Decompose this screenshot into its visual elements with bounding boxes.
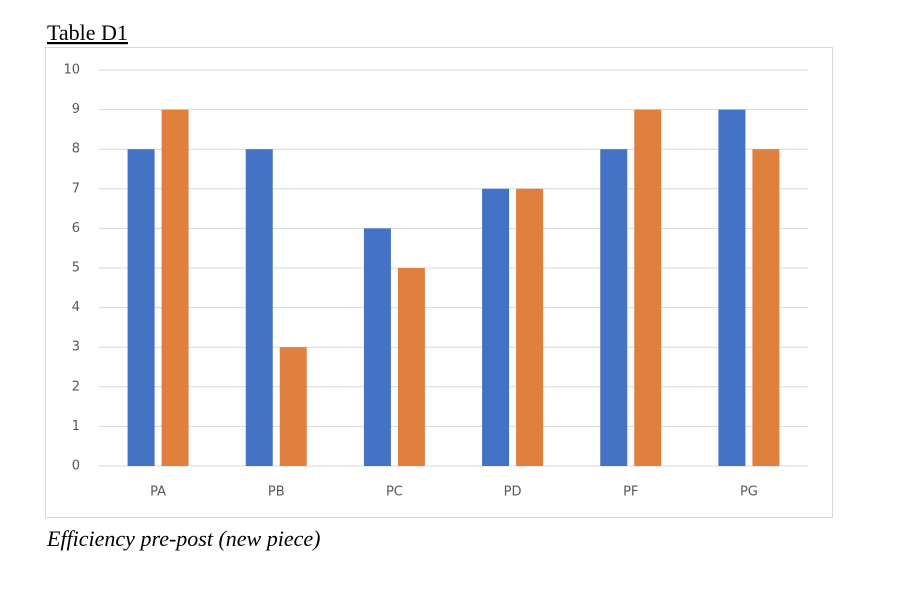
y-tick-label: 7 — [72, 181, 80, 196]
bar — [516, 188, 544, 467]
bar — [161, 109, 189, 466]
bar — [718, 109, 746, 466]
x-tick-label: PC — [386, 485, 403, 500]
bar — [600, 149, 628, 466]
x-tick-label: PD — [504, 485, 522, 500]
y-tick-label: 9 — [72, 102, 80, 117]
x-tick-label: PA — [150, 485, 166, 500]
bar — [482, 188, 510, 467]
bar — [397, 268, 425, 466]
bar — [634, 109, 662, 466]
y-tick-label: 10 — [63, 63, 80, 78]
y-tick-label: 2 — [72, 379, 80, 394]
x-tick-label: PB — [268, 485, 285, 500]
x-tick-label: PG — [740, 485, 758, 500]
x-tick-label: PF — [623, 485, 638, 500]
y-tick-label: 6 — [72, 221, 80, 236]
bar — [245, 149, 273, 466]
title: Table D1 — [47, 20, 128, 45]
bar — [279, 347, 307, 466]
y-tick-label: 0 — [72, 459, 80, 474]
caption: Efficiency pre-post (new piece) — [46, 526, 320, 551]
bar — [752, 149, 780, 466]
y-tick-label: 3 — [72, 340, 80, 355]
y-tick-label: 8 — [72, 142, 80, 157]
bar — [127, 149, 155, 466]
bar — [363, 228, 391, 466]
y-tick-label: 5 — [72, 261, 80, 276]
y-tick-label: 1 — [72, 419, 80, 434]
y-tick-label: 4 — [72, 300, 80, 315]
